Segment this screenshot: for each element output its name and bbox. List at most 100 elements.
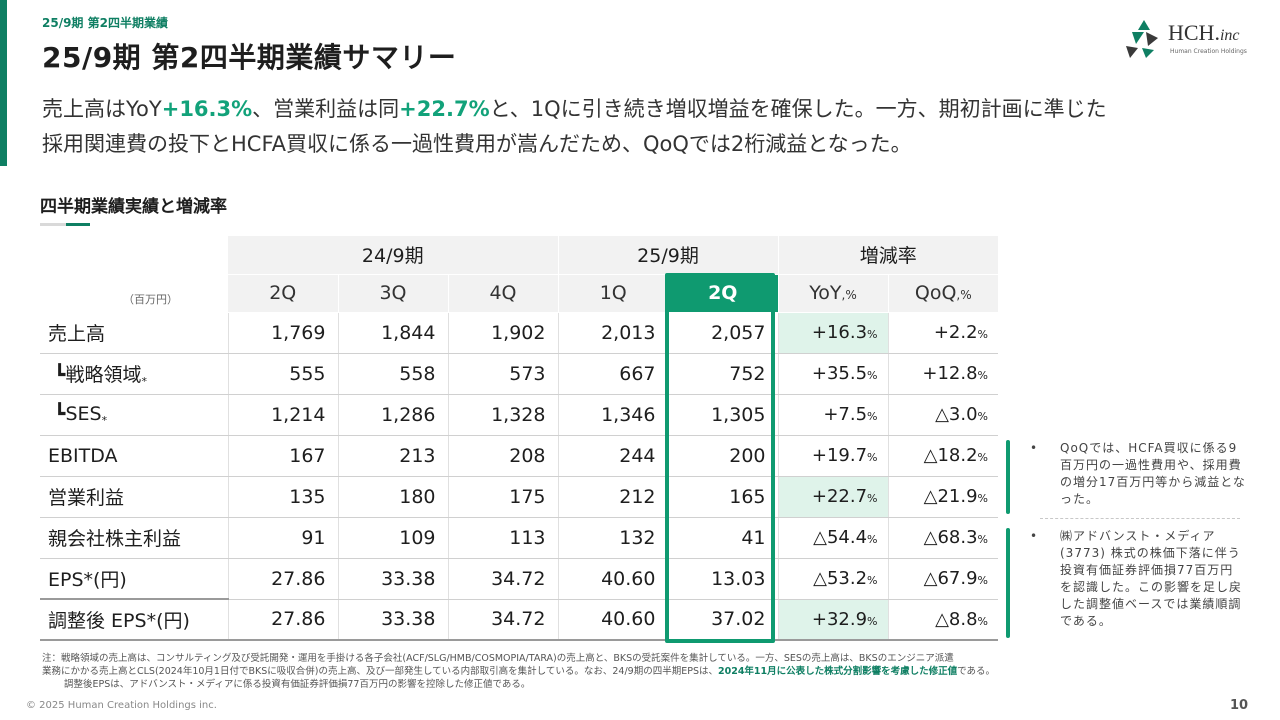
quarter-value: 109	[337, 517, 448, 559]
current-quarter-value: 37.02	[667, 599, 778, 641]
row-label: ┗戦略領域*	[40, 353, 228, 395]
current-quarter-value: 200	[667, 435, 778, 477]
quarter-value: 27.86	[227, 599, 338, 641]
accent-bar	[0, 0, 7, 166]
quarter-value: 175	[447, 476, 558, 518]
logo-wordmark: HCH.inc	[1168, 20, 1240, 45]
breadcrumb: 25/9期 第2四半期業績	[42, 16, 168, 30]
company-logo: HCH.inc Human Creation Holdings	[1124, 18, 1264, 62]
quarter-value: 132	[557, 517, 668, 559]
quarter-value: 558	[337, 353, 448, 395]
section-title: 四半期業績実績と増減率	[40, 197, 227, 217]
qoq-value: △3.0%	[887, 394, 998, 436]
table-row: 売上高 1,769 1,844 1,902 2,013 2,057 +16.3% +2.2%	[40, 312, 998, 354]
row-label: EBITDA	[40, 435, 228, 477]
quarter-value: 33.38	[337, 558, 448, 600]
quarter-value: 113	[447, 517, 558, 559]
quarter-value: 667	[557, 353, 668, 395]
section-underline	[40, 223, 90, 226]
quarter-value: 1,346	[557, 394, 668, 436]
quarter-value: 1,902	[447, 312, 558, 354]
quarter-value: 1,844	[337, 312, 448, 354]
logo-mark-icon	[1126, 20, 1158, 58]
quarter-value: 2,013	[557, 312, 668, 354]
quarter-value: 1,328	[447, 394, 558, 436]
quarter-value: 1,769	[227, 312, 338, 354]
yoy-value: +32.9%	[777, 599, 888, 641]
yoy-value: △54.4%	[777, 517, 888, 559]
table-row: EBITDA 167 213 208 244 200 +19.7% △18.2%	[40, 435, 998, 477]
yoy-value: +16.3%	[777, 312, 888, 354]
qoq-value: △8.8%	[887, 599, 998, 641]
quarter-value: 91	[227, 517, 338, 559]
current-quarter-value: 165	[667, 476, 778, 518]
note-divider	[1040, 518, 1240, 519]
table-row: 親会社株主利益 91 109 113 132 41 △54.4% △68.3%	[40, 517, 998, 559]
table-row: 営業利益 135 180 175 212 165 +22.7% △21.9%	[40, 476, 998, 518]
quarter-value: 180	[337, 476, 448, 518]
quarter-value: 213	[337, 435, 448, 477]
quarter-value: 573	[447, 353, 558, 395]
row-label: 調整後 EPS*(円)	[40, 598, 228, 641]
unit-label: （百万円）	[40, 274, 228, 313]
logo-subtitle: Human Creation Holdings	[1170, 48, 1247, 55]
current-quarter-value: 2,057	[667, 312, 778, 354]
yoy-header: YoY,%	[777, 274, 888, 313]
current-quarter-value: 752	[667, 353, 778, 395]
quarter-value: 1,286	[337, 394, 448, 436]
current-quarter-value: 13.03	[667, 558, 778, 600]
page-title: 25/9期 第2四半期業績サマリー	[42, 41, 457, 74]
quarter-value: 212	[557, 476, 668, 518]
quarter-value: 40.60	[557, 558, 668, 600]
table-row: EPS*(円) 27.86 33.38 34.72 40.60 13.03 △53.2% △6…	[40, 558, 998, 600]
quarter-header: 4Q	[447, 274, 558, 313]
quarter-header: 2Q	[228, 274, 338, 313]
yoy-value: +19.7%	[777, 435, 888, 477]
note-bar	[1006, 440, 1010, 514]
yoy-value: △53.2%	[777, 558, 888, 600]
quarter-value: 40.60	[557, 599, 668, 641]
quarter-header: 3Q	[337, 274, 448, 313]
row-label: EPS*(円)	[40, 558, 228, 600]
copyright: © 2025 Human Creation Holdings inc.	[26, 700, 217, 711]
row-label: 営業利益	[40, 476, 228, 518]
group-header-change: 増減率	[777, 236, 998, 275]
group-header-fy25: 25/9期	[557, 236, 778, 275]
group-header-fy24: 24/9期	[228, 236, 558, 275]
quarter-value: 167	[227, 435, 338, 477]
yoy-value: +7.5%	[777, 394, 888, 436]
qoq-value: △18.2%	[887, 435, 998, 477]
current-quarter-header: 2Q	[668, 274, 778, 313]
qoq-value: △67.9%	[887, 558, 998, 600]
quarter-header: 1Q	[557, 274, 668, 313]
row-label: 親会社株主利益	[40, 517, 228, 559]
row-label: ┗SES*	[40, 394, 228, 436]
current-quarter-value: 41	[667, 517, 778, 559]
table-quarter-header-row: （百万円） 2Q 3Q 4Q 1Q 2Q YoY,% QoQ,%	[40, 274, 998, 313]
quarter-value: 34.72	[447, 558, 558, 600]
table-row: ┗SES* 1,214 1,286 1,328 1,346 1,305 +7.5% △3.0%	[40, 394, 998, 436]
quarter-value: 135	[227, 476, 338, 518]
performance-table: 24/9期 25/9期 増減率 （百万円） 2Q 3Q 4Q 1Q 2Q YoY…	[40, 236, 998, 641]
quarter-value: 34.72	[447, 599, 558, 641]
qoq-value: +12.8%	[887, 353, 998, 395]
quarter-value: 1,214	[227, 394, 338, 436]
qoq-value: △68.3%	[887, 517, 998, 559]
quarter-value: 33.38	[337, 599, 448, 641]
page-number: 10	[1230, 698, 1249, 713]
quarter-value: 244	[557, 435, 668, 477]
quarter-value: 208	[447, 435, 558, 477]
footnote: 注：戦略領域の売上高は、コンサルティング及び受託開発・運用を手掛ける各子会社(A…	[42, 653, 996, 690]
table-group-header-row: 24/9期 25/9期 増減率	[40, 236, 998, 275]
current-quarter-value: 1,305	[667, 394, 778, 436]
qoq-header: QoQ,%	[887, 274, 998, 313]
qoq-value: △21.9%	[887, 476, 998, 518]
table-row: 調整後 EPS*(円) 27.86 33.38 34.72 40.60 37.02 +32.…	[40, 598, 998, 641]
quarter-value: 555	[227, 353, 338, 395]
yoy-value: +22.7%	[777, 476, 888, 518]
table-row: ┗戦略領域* 555 558 573 667 752 +35.5% +12.8%	[40, 353, 998, 395]
quarter-value: 27.86	[227, 558, 338, 600]
note-bar	[1006, 528, 1010, 638]
summary-text: 売上高はYoY+16.3%、営業利益は同+22.7%と、1Qに引き続き増収増益を…	[42, 97, 1107, 156]
yoy-value: +35.5%	[777, 353, 888, 395]
